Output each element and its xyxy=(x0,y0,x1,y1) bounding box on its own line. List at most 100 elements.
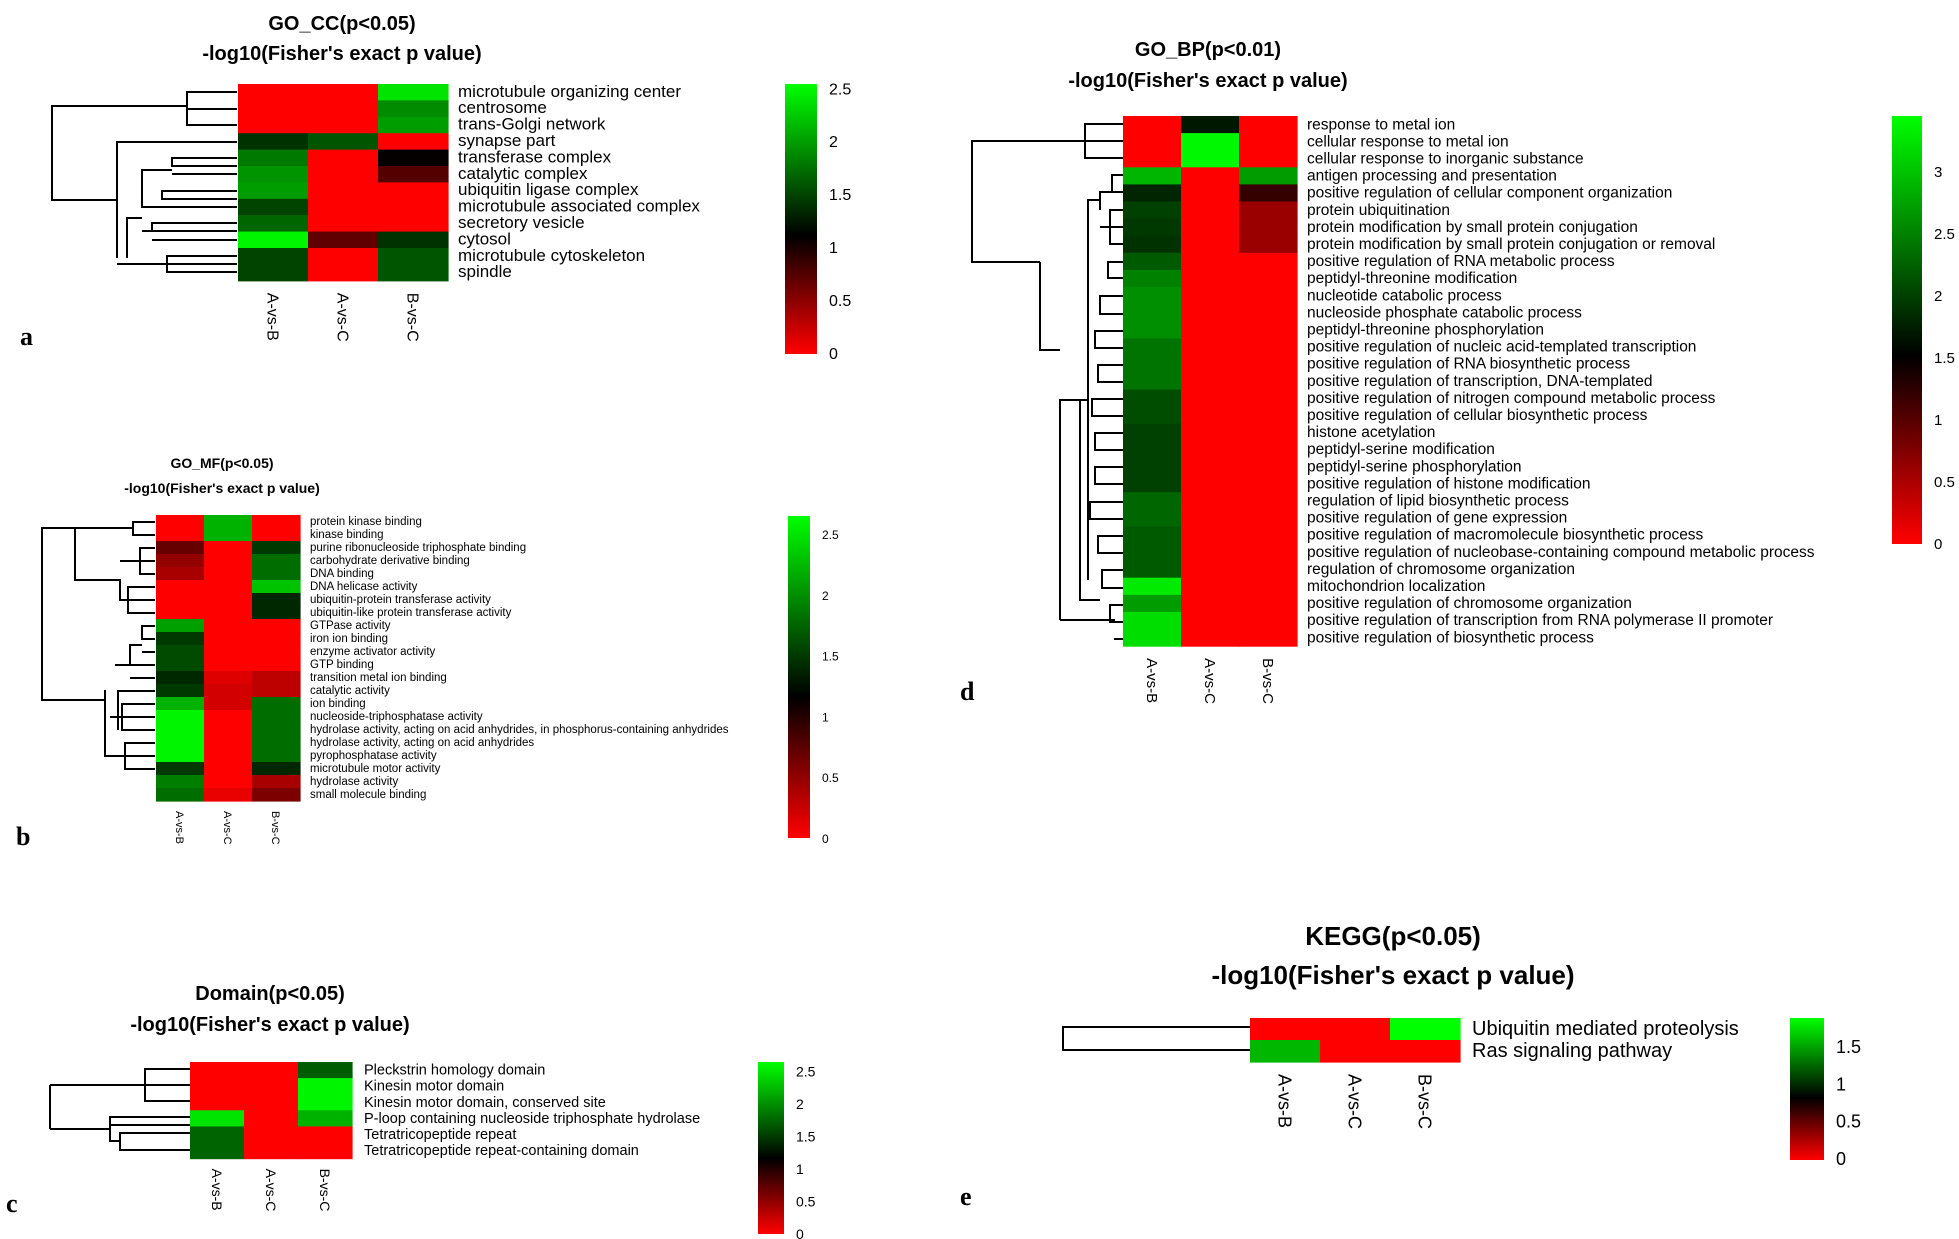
heatmap-cell xyxy=(1390,1040,1461,1063)
heatmap-cell xyxy=(1239,116,1298,134)
heatmap-cell xyxy=(1181,116,1240,134)
row-label: microtubule associated complex xyxy=(458,197,700,216)
heatmap-cell xyxy=(1181,269,1240,288)
heatmap-cell xyxy=(204,736,253,750)
heatmap-cell xyxy=(1181,577,1240,596)
heatmap-cell xyxy=(298,1094,353,1111)
heatmap-cell xyxy=(1250,1040,1321,1063)
heatmap-cell xyxy=(156,749,205,763)
heatmap-cell xyxy=(1123,116,1182,134)
row-label: small molecule binding xyxy=(310,789,426,801)
heatmap-cell xyxy=(156,593,205,607)
heatmap-cell xyxy=(156,788,205,802)
heatmap-cell xyxy=(204,645,253,659)
heatmap-cell xyxy=(238,248,309,265)
heatmap-cell xyxy=(308,215,379,233)
heatmap-cell xyxy=(308,84,379,101)
row-label: ion binding xyxy=(310,698,366,710)
heatmap-cell xyxy=(1239,611,1298,630)
heatmap-cell xyxy=(1123,150,1182,168)
heatmap-cell xyxy=(1181,304,1240,322)
heatmap-cell xyxy=(1123,629,1182,647)
heatmap-cell xyxy=(156,762,205,776)
row-label: cellular response to inorganic substance xyxy=(1307,151,1584,168)
row-label: DNA binding xyxy=(310,568,374,580)
scale-tick-label: 2.5 xyxy=(822,528,839,542)
heatmap-cell xyxy=(204,658,253,672)
row-label: protein kinase binding xyxy=(310,516,422,528)
heatmap-cell xyxy=(308,116,379,134)
row-label: positive regulation of transcription fro… xyxy=(1307,612,1773,629)
row-label: transition metal ion binding xyxy=(310,672,447,684)
heatmap-cell xyxy=(252,515,301,529)
row-label: microtubule organizing center xyxy=(458,82,681,101)
scale-tick-label: 0.5 xyxy=(822,771,839,785)
heatmap-cell xyxy=(298,1110,353,1127)
heatmap-cell xyxy=(308,198,379,216)
heatmap-cell xyxy=(1181,338,1240,356)
heatmap-cell xyxy=(252,645,301,659)
color-scale-bar xyxy=(758,1062,784,1234)
scale-tick-label: 2 xyxy=(829,134,838,151)
heatmap-cell xyxy=(156,684,205,698)
heatmap-cell xyxy=(1123,184,1182,203)
heatmap-cell xyxy=(1181,355,1240,374)
column-label: A-vs-B xyxy=(1143,658,1160,703)
heatmap-cell xyxy=(204,632,253,646)
heatmap-cell xyxy=(1181,440,1240,459)
heatmap-cell xyxy=(308,231,379,249)
scale-tick-label: 1.5 xyxy=(1934,350,1955,367)
heatmap-cell xyxy=(308,264,379,282)
heatmap-cell xyxy=(1239,406,1298,425)
heatmap-cell xyxy=(238,264,309,282)
scale-tick-label: 0 xyxy=(1836,1149,1846,1169)
column-label: B-vs-C xyxy=(1259,658,1276,704)
heatmap-cell xyxy=(1181,423,1240,442)
scale-tick-label: 1 xyxy=(1934,412,1942,429)
heatmap-cell xyxy=(1239,304,1298,322)
panel-e-subtitle: -log10(Fisher's exact p value) xyxy=(1211,960,1574,990)
row-label: ubiquitin-like protein transferase activ… xyxy=(310,607,512,619)
row-label: kinase binding xyxy=(310,529,384,541)
row-label: carbohydrate derivative binding xyxy=(310,555,470,567)
row-label: antigen processing and presentation xyxy=(1307,168,1557,185)
heatmap-cell xyxy=(244,1142,299,1160)
panel-c-dendrogram xyxy=(49,1068,190,1151)
heatmap-cell xyxy=(1239,269,1298,288)
heatmap-cell xyxy=(1239,560,1298,579)
heatmap-cell xyxy=(1239,509,1298,527)
heatmap-cell xyxy=(204,606,253,620)
heatmap-cell xyxy=(1181,594,1240,613)
heatmap-cell xyxy=(1123,577,1182,596)
heatmap-cell xyxy=(1123,423,1182,442)
row-label: peptidyl-serine phosphorylation xyxy=(1307,458,1522,475)
heatmap-cell xyxy=(244,1078,299,1095)
scale-tick-label: 1.5 xyxy=(829,187,851,204)
heatmap-cell xyxy=(156,723,205,737)
heatmap-cell xyxy=(298,1078,353,1095)
color-scale-bar xyxy=(785,84,817,354)
heatmap-cell xyxy=(252,736,301,750)
row-label: Kinesin motor domain xyxy=(364,1079,504,1095)
column-label: A-vs-C xyxy=(263,1169,279,1212)
heatmap-cell xyxy=(1181,389,1240,408)
row-label: microtubule cytoskeleton xyxy=(458,246,645,265)
heatmap-cell xyxy=(1123,440,1182,459)
heatmap-cell xyxy=(1123,509,1182,527)
heatmap-cell xyxy=(252,619,301,633)
heatmap-cell xyxy=(252,762,301,776)
heatmap-cell xyxy=(1123,406,1182,425)
column-label: B-vs-C xyxy=(403,293,420,342)
scale-tick-label: 1 xyxy=(796,1161,804,1177)
heatmap-cell xyxy=(204,580,253,594)
row-label: GTP binding xyxy=(310,659,374,671)
panel-a-go-cc: GO_CC(p<0.05) -log10(Fisher's exact p va… xyxy=(20,13,851,363)
heatmap-cell xyxy=(156,567,205,581)
panel-c-subtitle: -log10(Fisher's exact p value) xyxy=(130,1014,409,1036)
heatmap-cell xyxy=(204,619,253,633)
row-label: positive regulation of cellular biosynth… xyxy=(1307,407,1648,424)
heatmap-cell xyxy=(1320,1018,1391,1041)
scale-tick-label: 1 xyxy=(1836,1074,1846,1094)
heatmap-cell xyxy=(1239,526,1298,545)
